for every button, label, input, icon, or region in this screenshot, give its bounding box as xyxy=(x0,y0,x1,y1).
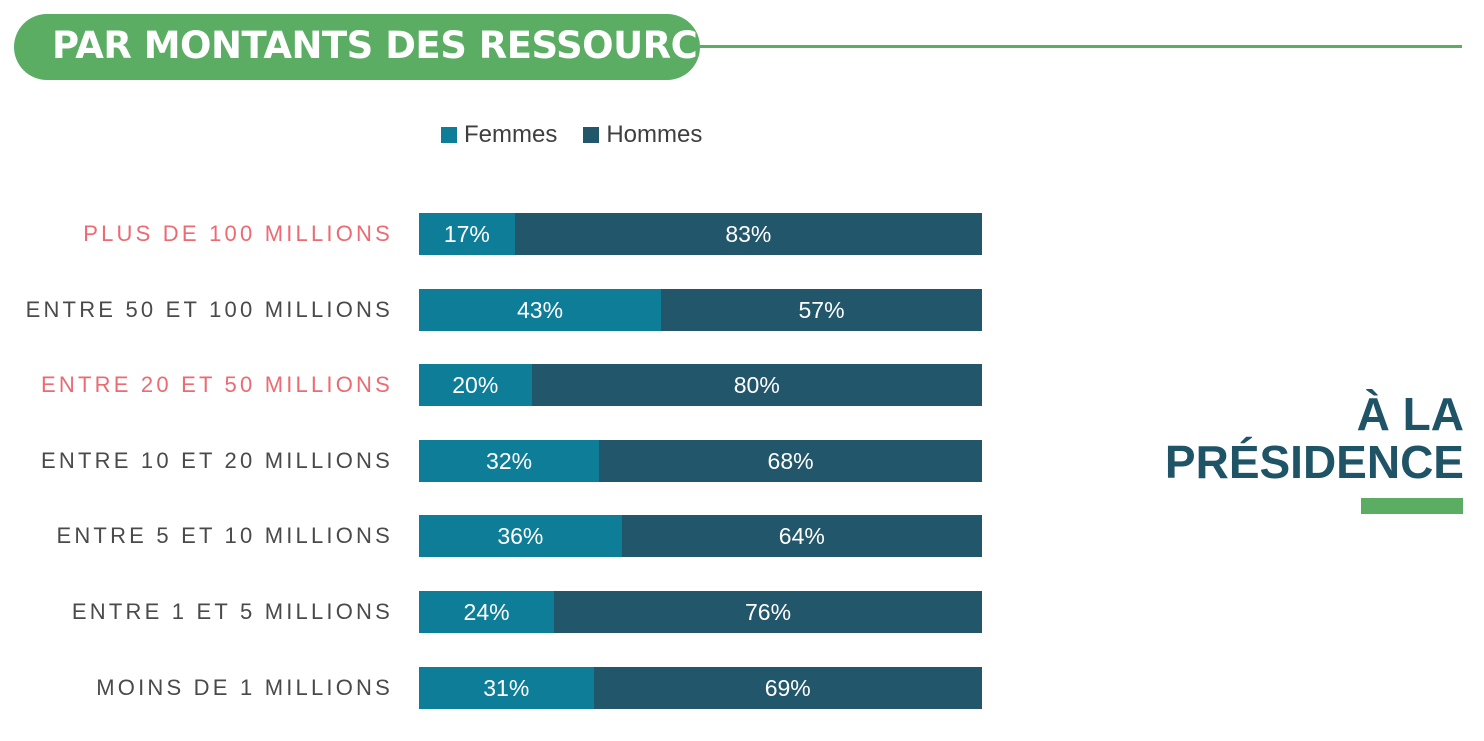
data-label: 32% xyxy=(486,448,533,474)
legend-label-femmes: Femmes xyxy=(464,121,558,148)
data-label: 24% xyxy=(463,599,510,625)
header-divider-line xyxy=(700,45,1462,48)
section-title-line-2: PRÉSIDENCE xyxy=(1164,436,1464,488)
bar-segment-hommes: 83% xyxy=(514,213,982,255)
bar-segment-femmes: 20% xyxy=(419,364,532,406)
section-title-line-1: À LA xyxy=(1356,388,1464,440)
section-accent-bar xyxy=(1361,498,1463,514)
data-label: 68% xyxy=(767,448,814,474)
category-label: ENTRE 50 ET 100 MILLIONS xyxy=(25,297,393,322)
category-label: PLUS DE 100 MILLIONS xyxy=(83,221,393,246)
legend-swatch-hommes xyxy=(583,127,600,143)
bar-segment-hommes: 69% xyxy=(593,667,982,709)
legend-item-hommes: Hommes xyxy=(583,121,702,149)
bar-segment-hommes: 57% xyxy=(661,289,982,331)
section-title: À LA PRÉSIDENCE xyxy=(1165,390,1464,486)
data-label: 43% xyxy=(517,297,564,323)
bar-segment-femmes: 24% xyxy=(419,591,555,633)
bar-segment-femmes: 32% xyxy=(419,440,600,482)
bar-segment-femmes: 43% xyxy=(419,289,662,331)
category-label: ENTRE 5 ET 10 MILLIONS xyxy=(56,523,393,548)
category-label: ENTRE 20 ET 50 MILLIONS xyxy=(41,372,393,397)
header-banner xyxy=(14,14,700,80)
bar-segment-femmes: 31% xyxy=(419,667,594,709)
bar-segment-hommes: 76% xyxy=(554,591,982,633)
data-label: 80% xyxy=(733,372,780,398)
legend-swatch-femmes xyxy=(441,127,457,143)
bar-segment-hommes: 64% xyxy=(621,515,982,557)
chart-legend: Femmes Hommes xyxy=(441,120,702,150)
data-label: 76% xyxy=(745,599,792,625)
data-label: 57% xyxy=(798,297,845,323)
bar-segment-hommes: 80% xyxy=(531,364,982,406)
category-label: ENTRE 10 ET 20 MILLIONS xyxy=(41,448,393,473)
category-label: MOINS DE 1 MILLIONS xyxy=(96,675,393,700)
data-label: 36% xyxy=(497,523,544,549)
legend-label-hommes: Hommes xyxy=(606,121,703,148)
data-label: 83% xyxy=(725,221,772,247)
data-label: 20% xyxy=(452,372,499,398)
data-label: 17% xyxy=(443,221,490,247)
legend-item-femmes: Femmes xyxy=(441,121,557,149)
category-label: ENTRE 1 ET 5 MILLIONS xyxy=(71,599,393,624)
data-label: 69% xyxy=(764,675,811,701)
page-title: PAR MONTANTS DES RESSOURCES*** xyxy=(52,24,805,67)
bar-segment-femmes: 17% xyxy=(419,213,515,255)
data-label: 31% xyxy=(483,675,530,701)
data-label: 64% xyxy=(778,523,825,549)
bar-segment-hommes: 68% xyxy=(599,440,982,482)
bar-segment-femmes: 36% xyxy=(419,515,622,557)
